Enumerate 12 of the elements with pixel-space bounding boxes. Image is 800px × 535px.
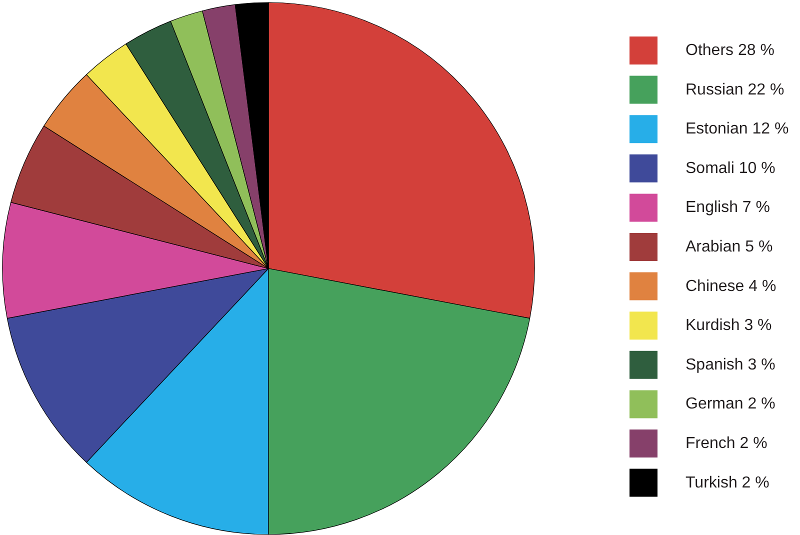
legend-label: Chinese 4 %	[686, 278, 776, 295]
legend-label: Arabian 5 %	[686, 238, 773, 256]
legend-label: Turkish 2 %	[686, 474, 770, 492]
legend-label: Estonian 12 %	[686, 120, 789, 138]
legend-label: French 2 %	[686, 435, 768, 452]
legend-label: English 7 %	[686, 199, 770, 216]
legend-label: Others 28 %	[686, 42, 774, 59]
legend-label: Spanish 3 %	[686, 356, 776, 374]
legend-label: German 2 %	[686, 396, 776, 413]
legend-label: Russian 22 %	[686, 81, 784, 98]
legend-label: Somali 10 %	[686, 160, 776, 177]
legend-label: Kurdish 3 %	[686, 317, 772, 334]
